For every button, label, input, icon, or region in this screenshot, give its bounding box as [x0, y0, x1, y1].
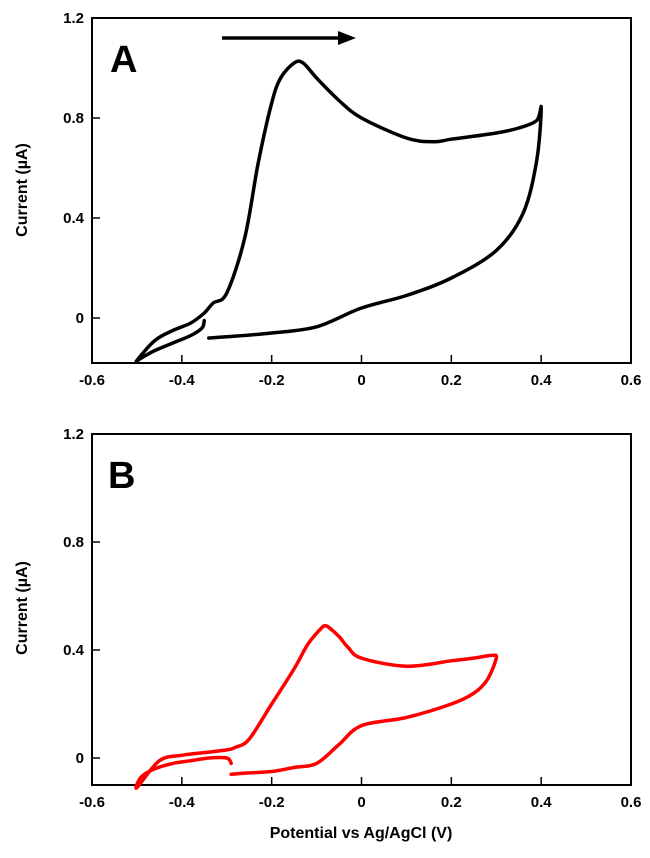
- panel-b-x-axis-title: Potential vs Ag/AgCl (V): [270, 825, 453, 842]
- panel-a-voltammogram-line: [134, 59, 543, 364]
- panel-b-plot-frame: [91, 433, 632, 786]
- panel-a-x-tick-label: 0.6: [621, 372, 642, 389]
- panel-a-y-tick-label: 0: [76, 310, 84, 327]
- panel-b-x-tick-label: 0.6: [621, 794, 642, 811]
- panel-a-y-tick-label: 1.2: [63, 10, 84, 27]
- panel-a-x-ticks: -0.6 -0.4 -0.2 0 0.2 0.4 0.6: [79, 355, 641, 389]
- panel-a-x-tick-label: 0.2: [441, 372, 462, 389]
- panel-b-x-tick-label: -0.2: [259, 794, 285, 811]
- panel-b-x-ticks: -0.6 -0.4 -0.2 0 0.2 0.4 0.6: [79, 777, 641, 811]
- panel-b-x-tick-label: 0.2: [441, 794, 462, 811]
- panel-a-chart: -0.6 -0.4 -0.2 0 0.2 0.4 0.6 0 0.4 0.8 1.2 A Curr…: [14, 10, 641, 389]
- panel-a-y-ticks: 0 0.4 0.8 1.2: [63, 10, 100, 327]
- panel-a-x-tick-label: 0.4: [531, 372, 553, 389]
- panel-b-y-tick-label: 0.8: [63, 534, 84, 551]
- scan-direction-arrow: [222, 31, 356, 45]
- panel-b-x-tick-label: -0.6: [79, 794, 105, 811]
- panel-a-y-axis-title: Current (µA): [14, 143, 31, 237]
- panel-b-voltammogram-line: [134, 623, 499, 790]
- panel-b-x-tick-label: 0: [357, 794, 365, 811]
- scan-direction-arrow-head: [338, 31, 356, 45]
- panel-a-letter: A: [110, 39, 137, 81]
- panel-b-y-tick-label: 0: [76, 750, 84, 767]
- panel-b-y-axis-title: Current (µA): [14, 561, 31, 655]
- panel-a-x-tick-label: -0.2: [259, 372, 285, 389]
- panel-b-x-tick-label: -0.4: [169, 794, 196, 811]
- panel-a-y-tick-label: 0.4: [63, 210, 85, 227]
- panel-b-y-tick-label: 1.2: [63, 426, 84, 443]
- panel-a-x-tick-label: -0.4: [169, 372, 196, 389]
- panel-a-x-tick-label: -0.6: [79, 372, 105, 389]
- panel-a-plot-frame: [91, 17, 632, 364]
- panel-b-y-ticks: 0 0.4 0.8 1.2: [63, 426, 100, 767]
- panel-b-x-tick-label: 0.4: [531, 794, 553, 811]
- panel-b-chart: -0.6 -0.4 -0.2 0 0.2 0.4 0.6 0 0.4 0.8 1.2 B Curr…: [14, 426, 641, 842]
- panel-a-x-tick-label: 0: [357, 372, 365, 389]
- panel-b-y-tick-label: 0.4: [63, 642, 85, 659]
- panel-a-y-tick-label: 0.8: [63, 110, 84, 127]
- panel-b-letter: B: [108, 455, 135, 497]
